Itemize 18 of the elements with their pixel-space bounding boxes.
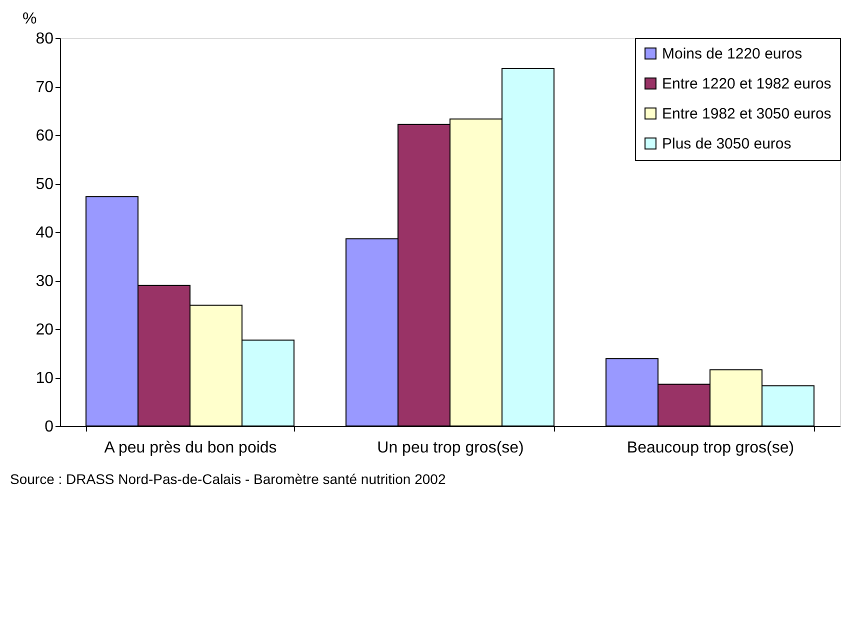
y-tick-label: 80: [36, 30, 54, 48]
y-tick-label: 10: [36, 370, 54, 387]
legend-label: Entre 1982 et 3050 euros: [662, 106, 832, 122]
legend-label: Moins de 1220 euros: [662, 46, 802, 62]
legend-label: Entre 1220 et 1982 euros: [662, 76, 832, 92]
source-note: Source : DRASS Nord-Pas-de-Calais - Baromètre santé nutrition 2002: [10, 471, 446, 487]
x-tick-label: Beaucoup trop gros(se): [626, 440, 794, 456]
y-tick-label: 0: [44, 418, 54, 436]
y-tick-label: 60: [36, 128, 54, 144]
x-tick-label: A peu près du bon poids: [104, 440, 277, 456]
y-tick-label: 50: [36, 176, 54, 193]
y-axis-title: %: [22, 10, 37, 28]
y-tick-label: 30: [36, 273, 54, 290]
x-tick-label: Un peu trop gros(se): [377, 440, 524, 456]
y-tick-label: 70: [36, 79, 54, 96]
legend-label: Plus de 3050 euros: [662, 136, 792, 152]
y-tick-label: 20: [36, 322, 54, 338]
y-tick-label: 40: [36, 224, 54, 242]
